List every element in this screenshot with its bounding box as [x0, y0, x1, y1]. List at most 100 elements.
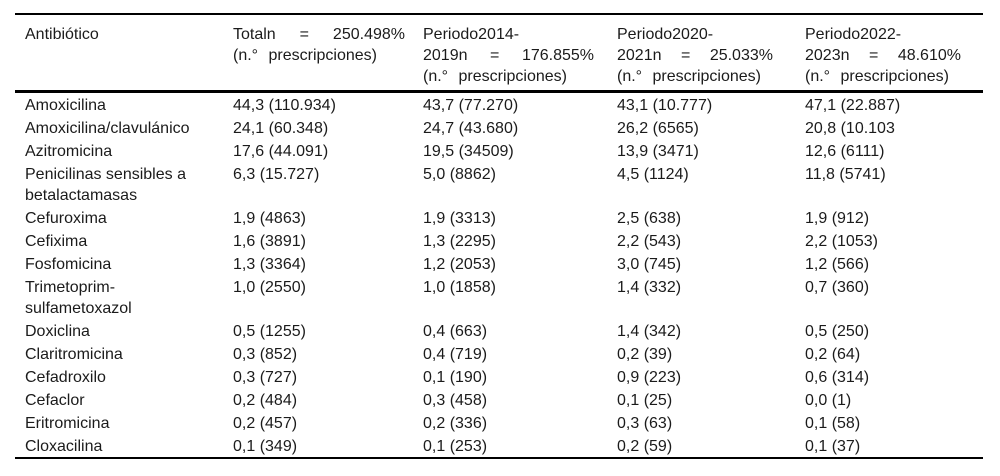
header-period1-range: Periodo2014- [423, 26, 520, 43]
header-period3-value: 48.610% [897, 47, 961, 64]
period-2022-2023-value: 0,5 (250) [805, 323, 870, 340]
period-2020-2021-value: 1,4 (332) [617, 279, 682, 296]
table-row: Cefuroxima 1,9 (4863) 1,9 (3313) 2,5 (63… [15, 206, 983, 229]
period-2020-2021-value: 3,0 (745) [617, 256, 682, 273]
header-period2-subtitle: (n.° prescripciones) [617, 68, 761, 85]
antibiotic-name: Eritromicina [25, 415, 110, 432]
period-2020-2021-value: 4,5 (1124) [617, 166, 689, 183]
period-2014-2019-value: 5,0 (8862) [423, 166, 496, 183]
total-value: 1,9 (4863) [233, 210, 306, 227]
antibiotic-name: Cefaclor [25, 392, 85, 409]
header-period2-range: Periodo2020- [617, 26, 714, 43]
table-row: Eritromicina 0,2 (457) 0,2 (336) 0,3 (63… [15, 411, 983, 434]
equals-sign: = [299, 26, 309, 43]
period-2014-2019-value: 24,7 (43.680) [423, 120, 519, 137]
equals-sign: = [868, 47, 879, 64]
header-total-label: Totaln [233, 26, 276, 43]
table-row: Cefadroxilo 0,3 (727) 0,1 (190) 0,9 (223… [15, 365, 983, 388]
total-value: 6,3 (15.727) [233, 166, 320, 183]
table-row: Doxiclina 0,5 (1255) 0,4 (663) 1,4 (342)… [15, 319, 983, 342]
total-value: 1,3 (3364) [233, 256, 306, 273]
period-2020-2021-value: 0,2 (39) [617, 346, 673, 363]
header-total-equation: Totaln = 250.498% [233, 24, 405, 45]
total-value: 1,0 (2550) [233, 279, 306, 296]
period-2014-2019-value: 1,9 (3313) [423, 210, 496, 227]
equals-sign: = [680, 47, 691, 64]
period-2020-2021-value: 0,9 (223) [617, 369, 682, 386]
period-2022-2023-value: 12,6 (6111) [805, 143, 885, 160]
header-period2-equation: 2021n = 25.033% [617, 45, 773, 66]
header-period3-label: 2023n [805, 47, 850, 64]
antibiotic-name: Doxiclina [25, 323, 90, 340]
period-2014-2019-value: 0,4 (663) [423, 323, 488, 340]
column-header-total: Totaln = 250.498% (n.° prescripciones) [233, 14, 423, 93]
period-2014-2019-value: 0,1 (253) [423, 438, 488, 455]
table-row: Cloxacilina 0,1 (349) 0,1 (253) 0,2 (59)… [15, 434, 983, 458]
period-2014-2019-value: 1,2 (2053) [423, 256, 496, 273]
column-header-period-2022-2023: Periodo2022- 2023n = 48.610% (n.° prescr… [805, 14, 983, 93]
total-value: 17,6 (44.091) [233, 143, 329, 160]
total-value: 0,3 (727) [233, 369, 298, 386]
column-header-period-2020-2021: Periodo2020- 2021n = 25.033% (n.° prescr… [617, 14, 805, 93]
header-total-value: 250.498% [332, 26, 405, 43]
period-2020-2021-value: 0,3 (63) [617, 415, 673, 432]
antibiotic-name: Trimetoprim- sulfametoxazol [25, 279, 132, 317]
header-total-subtitle: (n.° prescripciones) [233, 47, 377, 64]
table-row: Fosfomicina 1,3 (3364) 1,2 (2053) 3,0 (7… [15, 252, 983, 275]
table-row: Amoxicilina 44,3 (110.934) 43,7 (77.270)… [15, 92, 983, 117]
header-period1-label: 2019n [423, 47, 468, 64]
column-header-antibiotic: Antibiótico [15, 14, 233, 93]
period-2020-2021-value: 26,2 (6565) [617, 120, 699, 137]
header-period1-subtitle: (n.° prescripciones) [423, 68, 567, 85]
period-2022-2023-value: 2,2 (1053) [805, 233, 878, 250]
total-value: 0,3 (852) [233, 346, 298, 363]
table-row: Cefaclor 0,2 (484) 0,3 (458) 0,1 (25) 0,… [15, 388, 983, 411]
total-value: 0,2 (484) [233, 392, 298, 409]
table-row: Cefixima 1,6 (3891) 1,3 (2295) 2,2 (543)… [15, 229, 983, 252]
total-value: 1,6 (3891) [233, 233, 306, 250]
table-row: Claritromicina 0,3 (852) 0,4 (719) 0,2 (… [15, 342, 983, 365]
period-2022-2023-value: 1,2 (566) [805, 256, 870, 273]
table-row: Trimetoprim- sulfametoxazol 1,0 (2550) 1… [15, 275, 983, 319]
antibiotic-name: Penicilinas sensibles a betalactamasas [25, 166, 186, 204]
period-2014-2019-value: 1,0 (1858) [423, 279, 496, 296]
header-row: Antibiótico Totaln = 250.498% (n.° presc… [15, 14, 983, 93]
antibiotic-name: Amoxicilina [25, 97, 106, 114]
period-2022-2023-value: 0,0 (1) [805, 392, 852, 409]
table-header: Antibiótico Totaln = 250.498% (n.° presc… [15, 14, 983, 93]
header-period3-subtitle: (n.° prescripciones) [805, 68, 949, 85]
table-row: Amoxicilina/clavulánico 24,1 (60.348) 24… [15, 116, 983, 139]
period-2020-2021-value: 13,9 (3471) [617, 143, 699, 160]
period-2022-2023-value: 0,6 (314) [805, 369, 870, 386]
antibiotic-name: Amoxicilina/clavulánico [25, 120, 190, 137]
antibiotic-prescriptions-table: Antibiótico Totaln = 250.498% (n.° presc… [15, 13, 983, 459]
period-2014-2019-value: 0,3 (458) [423, 392, 488, 409]
period-2022-2023-value: 0,2 (64) [805, 346, 861, 363]
column-header-period-2014-2019: Periodo2014- 2019n = 176.855% (n.° presc… [423, 14, 617, 93]
total-value: 0,5 (1255) [233, 323, 306, 340]
antibiotic-name: Cefadroxilo [25, 369, 106, 386]
header-antibiotic-label: Antibiótico [25, 26, 99, 43]
equals-sign: = [490, 47, 500, 64]
antibiotic-name: Azitromicina [25, 143, 113, 160]
header-period2-label: 2021n [617, 47, 662, 64]
antibiotic-name: Cefixima [25, 233, 88, 250]
period-2014-2019-value: 1,3 (2295) [423, 233, 496, 250]
table-body: Amoxicilina 44,3 (110.934) 43,7 (77.270)… [15, 92, 983, 459]
total-value: 0,2 (457) [233, 415, 298, 432]
period-2020-2021-value: 2,2 (543) [617, 233, 682, 250]
total-value: 44,3 (110.934) [233, 97, 336, 114]
period-2014-2019-value: 0,1 (190) [423, 369, 488, 386]
header-period2-value: 25.033% [709, 47, 773, 64]
period-2020-2021-value: 1,4 (342) [617, 323, 682, 340]
header-period1-equation: 2019n = 176.855% [423, 45, 594, 66]
period-2020-2021-value: 43,1 (10.777) [617, 97, 713, 114]
total-value: 24,1 (60.348) [233, 120, 329, 137]
period-2022-2023-value: 1,9 (912) [805, 210, 870, 227]
page: Antibiótico Totaln = 250.498% (n.° presc… [15, 13, 983, 459]
header-period3-range: Periodo2022- [805, 26, 902, 43]
period-2022-2023-value: 0,1 (58) [805, 415, 861, 432]
antibiotic-name: Fosfomicina [25, 256, 112, 273]
period-2014-2019-value: 19,5 (34509) [423, 143, 514, 160]
period-2022-2023-value: 0,7 (360) [805, 279, 870, 296]
